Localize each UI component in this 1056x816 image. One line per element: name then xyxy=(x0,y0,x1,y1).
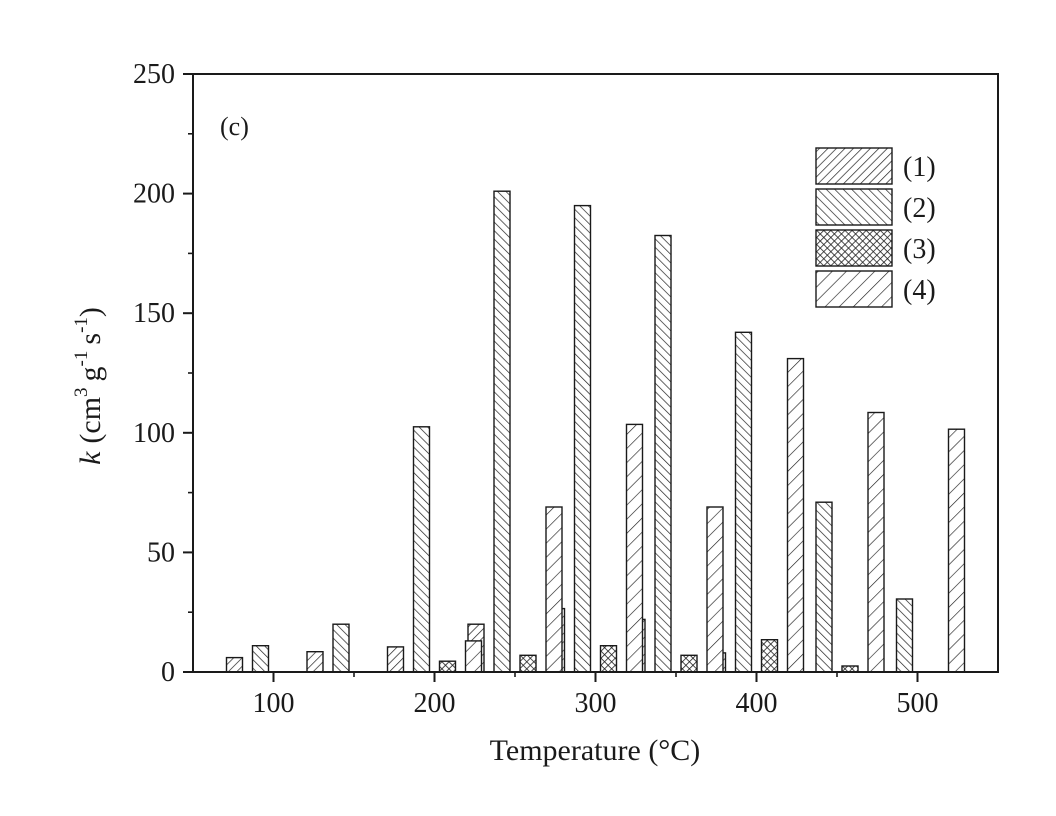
bar-series-2-150 xyxy=(332,623,350,673)
legend-swatch-4 xyxy=(815,270,893,308)
bar-series-4-400 xyxy=(786,357,805,673)
bar-series-2-400 xyxy=(734,331,753,673)
x-tick-label: 100 xyxy=(253,688,295,719)
legend-label-4: (4) xyxy=(903,275,936,306)
x-tick-label: 200 xyxy=(414,688,456,719)
y-tick-label: 250 xyxy=(133,59,175,90)
x-axis-label: Temperature (°C) xyxy=(490,734,701,767)
y-axis-unit-g: g xyxy=(74,366,107,381)
legend-swatch-2 xyxy=(815,188,893,226)
y-axis-unit-sup-cm: 3 xyxy=(71,387,92,397)
x-tick-label: 500 xyxy=(897,688,939,719)
bar-series-3-200 xyxy=(438,660,457,673)
axis-ticks: 0 50 100 150 200 250 100 200 300 400 500 xyxy=(133,59,939,719)
bar-series-3-250 xyxy=(519,654,537,673)
y-tick-label: 100 xyxy=(133,418,175,449)
y-axis-unit-close: ) xyxy=(74,307,107,317)
y-tick-label: 50 xyxy=(147,537,175,568)
y-axis-unit-sup-g: -1 xyxy=(71,351,92,367)
bar-series-2-300 xyxy=(573,204,592,673)
bar-series-2-350 xyxy=(654,234,672,673)
y-axis-unit-sup-s: -1 xyxy=(71,317,92,333)
bar-series-1-200 xyxy=(386,646,405,673)
bar-series-4-250 xyxy=(545,506,563,673)
y-tick-label: 150 xyxy=(133,298,175,329)
y-axis-symbol: k xyxy=(74,451,107,465)
bar-series-1-150 xyxy=(306,651,324,673)
bar-series-3-400 xyxy=(760,639,779,673)
bar-series-1-100 xyxy=(225,656,244,673)
y-axis-unit-open: (cm xyxy=(74,397,107,444)
bar-series-4-450 xyxy=(867,411,885,673)
bar-series-3-350 xyxy=(680,654,698,673)
y-axis-label: k(cm3g-1s-1) xyxy=(71,307,107,465)
bar-series-2-100 xyxy=(251,645,270,673)
bar-series-2-500 xyxy=(895,598,914,673)
panel-label: (c) xyxy=(220,112,249,141)
bar-series-2-450 xyxy=(815,501,833,673)
bar-series-2-250 xyxy=(493,190,511,673)
bar-series-4-300 xyxy=(625,423,644,673)
bar-series-3-300 xyxy=(599,645,618,673)
x-tick-label: 300 xyxy=(575,688,617,719)
y-axis-unit-s: s xyxy=(74,333,107,345)
bar-series-4-500 xyxy=(947,428,966,673)
bar-series-2-200 xyxy=(412,426,431,673)
legend-swatch-3 xyxy=(815,229,893,267)
y-tick-label: 0 xyxy=(161,657,175,688)
bar-series-4-350 xyxy=(706,506,724,673)
y-tick-label: 200 xyxy=(133,179,175,210)
legend: (1) (2) (3) (4) xyxy=(815,147,936,308)
legend-label-3: (3) xyxy=(903,234,936,265)
legend-label-1: (1) xyxy=(903,152,936,183)
legend-swatch-1 xyxy=(815,147,893,185)
legend-label-2: (2) xyxy=(903,193,936,224)
x-tick-label: 400 xyxy=(736,688,778,719)
bar-series-4-200 xyxy=(464,640,483,673)
